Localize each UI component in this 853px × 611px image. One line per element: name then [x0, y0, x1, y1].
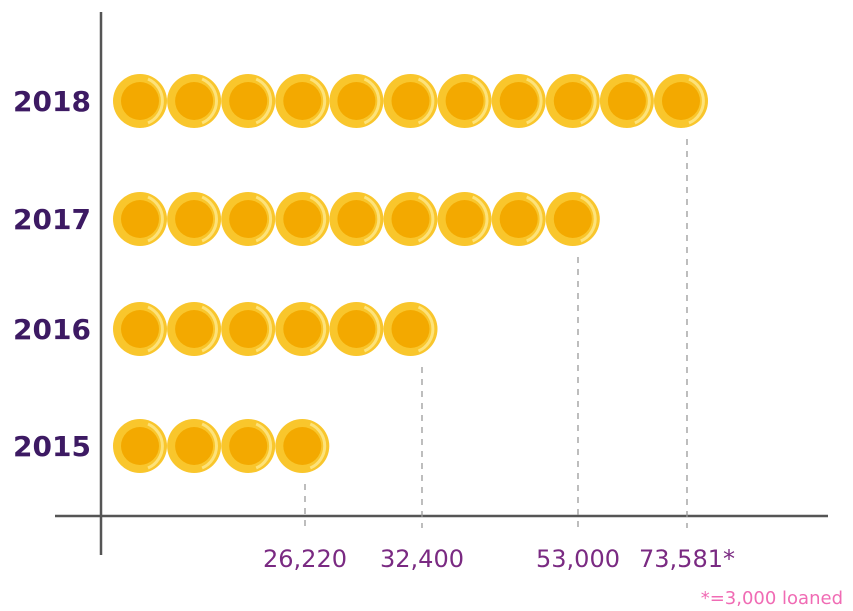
coin-2018-3	[221, 74, 276, 128]
coin-2015-2	[167, 419, 222, 473]
coin-2018-8	[491, 74, 546, 128]
coin-2016-1	[113, 302, 167, 356]
category-label-2015: 2015	[13, 430, 91, 463]
coin-2018-11	[654, 74, 708, 128]
coin-2016-3	[221, 302, 276, 356]
category-label-2017: 2017	[13, 203, 91, 236]
coin-2018-1	[113, 74, 167, 128]
coin-2017-8	[491, 192, 546, 246]
coin-2016-6	[383, 302, 438, 356]
value-label-2016: 32,400	[380, 545, 464, 573]
coin-2017-6	[383, 192, 438, 246]
coin-2017-7	[437, 192, 492, 246]
coin-2017-9	[545, 192, 600, 246]
coin-2015-4	[275, 419, 330, 473]
coin-2017-5	[329, 192, 384, 246]
coin-2016-2	[167, 302, 222, 356]
coin-2018-2	[167, 74, 222, 128]
coin-2018-6	[383, 74, 438, 128]
coin-2017-1	[113, 192, 167, 246]
coin-2018-7	[437, 74, 492, 128]
value-label-2015: 26,220	[263, 545, 347, 573]
coin-2018-5	[329, 74, 384, 128]
coin-2015-1	[113, 419, 167, 473]
coin-2017-4	[275, 192, 330, 246]
footnote: *=3,000 loaned	[701, 588, 843, 609]
coin-2018-10	[599, 74, 654, 128]
category-label-2016: 2016	[13, 313, 91, 346]
coin-2018-4	[275, 74, 330, 128]
coin-2016-5	[329, 302, 384, 356]
coin-2017-2	[167, 192, 222, 246]
value-label-2018: 73,581*	[639, 545, 735, 573]
coin-2015-3	[221, 419, 276, 473]
coin-2017-3	[221, 192, 276, 246]
coin-2018-9	[545, 74, 600, 128]
value-label-2017: 53,000	[536, 545, 620, 573]
category-label-2018: 2018	[13, 85, 91, 118]
coin-2016-4	[275, 302, 330, 356]
